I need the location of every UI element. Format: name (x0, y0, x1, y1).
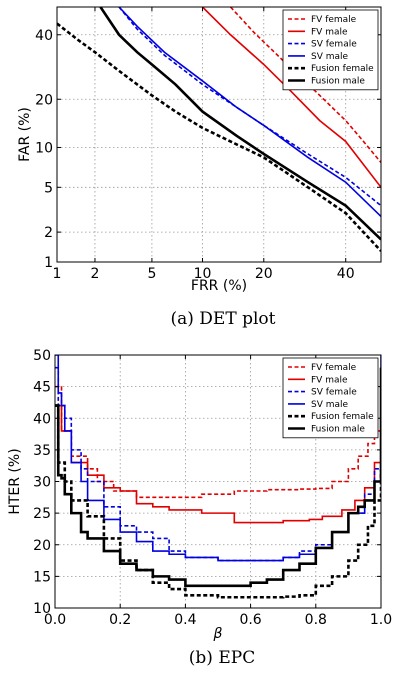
x-tick-label: 40 (337, 266, 355, 282)
x-tick-label: 0.4 (174, 612, 196, 628)
series-line-fv-female (229, 7, 381, 164)
plot-frame (56, 6, 382, 263)
series-line-sv-female (55, 366, 381, 562)
x-axis-label: FRR (%) (191, 278, 247, 294)
series-line-sv-female (118, 7, 381, 207)
y-axis-label: FAR (%) (17, 107, 33, 162)
legend: FV female FV male SV female SV male Fusion f… (282, 9, 379, 91)
legend-box (282, 9, 379, 91)
series-group (55, 355, 381, 599)
y-tick-label: 10 (33, 601, 51, 617)
legend-label: FV female (311, 15, 357, 25)
series-line-fv-male (55, 404, 381, 524)
legend: FV female FV male SV female SV male Fusion f… (282, 357, 379, 439)
det-plot-panel: 1 2 5 10 20 40 1 2 5 10 20 40 FRR (%) FAR (%) (a) DET … (17, 6, 382, 329)
series-line-fv-male (201, 7, 381, 188)
y-tick-label: 2 (44, 225, 53, 241)
y-tick-label: 10 (35, 140, 53, 156)
legend-label: SV female (311, 40, 357, 50)
x-tick-label: 10 (194, 266, 212, 282)
y-tick-label: 30 (33, 475, 51, 491)
series-line-fusion-male (99, 7, 381, 241)
x-tick-label: 0.8 (305, 612, 327, 628)
legend-label: SV male (311, 400, 349, 410)
x-tick-label: 1.0 (370, 612, 392, 628)
legend-label: Fusion female (311, 64, 374, 74)
x-tick-label: 0.0 (44, 612, 66, 628)
figure-caption: (a) DET plot (171, 309, 276, 329)
y-tick-label: 35 (33, 443, 51, 459)
x-tick-label: 0.2 (109, 612, 131, 628)
series-line-fusion-female (55, 404, 381, 599)
legend-label: FV female (311, 363, 357, 373)
series-line-fusion-female (57, 22, 381, 252)
y-tick-label: 1 (44, 255, 53, 271)
figure-caption: (b) EPC (189, 648, 255, 668)
legend-label: SV male (311, 52, 349, 62)
x-tick-label: 5 (147, 266, 156, 282)
y-tick-label: 45 (33, 380, 51, 396)
y-tick-label: 40 (33, 411, 51, 427)
y-tick-label: 50 (33, 348, 51, 364)
legend-label: SV female (311, 388, 357, 398)
x-tick-label: 20 (255, 266, 273, 282)
y-tick-label: 20 (33, 538, 51, 554)
y-tick-label: 20 (35, 92, 53, 108)
y-tick-label: 5 (44, 180, 53, 196)
series-line-sv-male (118, 7, 381, 218)
x-tick-label: 0.6 (239, 612, 261, 628)
x-tick-label: 2 (91, 266, 100, 282)
epc-plot-panel: 0.0 0.2 0.4 0.6 0.8 1.0 10 15 20 25 30 35 40 45 50 β HTE… (7, 348, 392, 668)
legend-label: Fusion male (311, 425, 365, 435)
series-line-fusion-male (55, 367, 381, 588)
y-axis-label: HTER (%) (7, 448, 23, 514)
legend-label: Fusion male (311, 77, 365, 87)
legend-label: FV male (311, 27, 348, 37)
y-tick-label: 15 (33, 569, 51, 585)
series-group (57, 7, 381, 252)
y-tick-label: 25 (33, 506, 51, 522)
x-tick-label: 1 (53, 266, 62, 282)
y-tick-label: 40 (35, 28, 53, 44)
legend-label: Fusion female (311, 412, 374, 422)
legend-box (282, 357, 379, 439)
x-axis-label: β (213, 626, 223, 642)
legend-label: FV male (311, 375, 348, 385)
